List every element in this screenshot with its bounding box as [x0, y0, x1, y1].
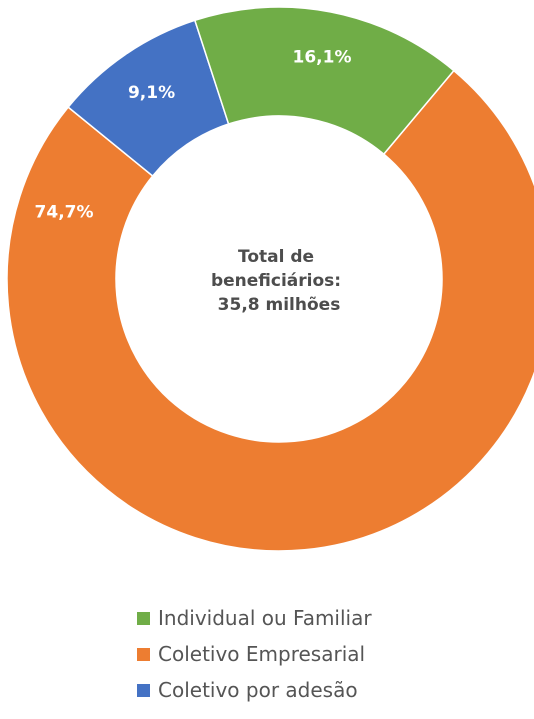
slice-label-coletivo-empresarial: 74,7%: [35, 203, 94, 223]
legend-swatch-coletivo-por-adesao: [137, 683, 150, 697]
slice-coletivo-empresarial: [6, 69, 534, 552]
slice-label-individual-ou-familiar: 16,1%: [293, 48, 352, 68]
donut-chart: 74,7% 9,1% 16,1% Total de beneficiários: 3…: [6, 6, 534, 552]
slice-label-coletivo-por-adesao: 9,1%: [128, 83, 175, 103]
slices-group: [6, 6, 534, 552]
center-text-line-1: Total de: [238, 247, 314, 267]
slice-labels-group: 74,7% 9,1% 16,1%: [35, 48, 352, 223]
legend-label: Individual ou Familiar: [158, 606, 372, 630]
legend-swatch-coletivo-empresarial: [137, 647, 150, 661]
legend-swatch-individual-ou-familiar: [137, 611, 150, 625]
center-text: Total de beneficiários: 35,8 milhões: [211, 247, 347, 315]
legend: Individual ou Familiar Coletivo Empresar…: [137, 600, 372, 708]
legend-item-individual-ou-familiar: Individual ou Familiar: [137, 600, 372, 636]
slice-individual-ou-familiar: [193, 6, 455, 156]
legend-item-coletivo-por-adesao: Coletivo por adesão: [137, 672, 372, 708]
legend-label: Coletivo Empresarial: [158, 642, 366, 666]
center-text-line-2: beneficiários:: [211, 271, 341, 291]
legend-label: Coletivo por adesão: [158, 678, 358, 702]
center-text-line-3: 35,8 milhões: [218, 295, 341, 315]
legend-item-coletivo-empresarial: Coletivo Empresarial: [137, 636, 372, 672]
